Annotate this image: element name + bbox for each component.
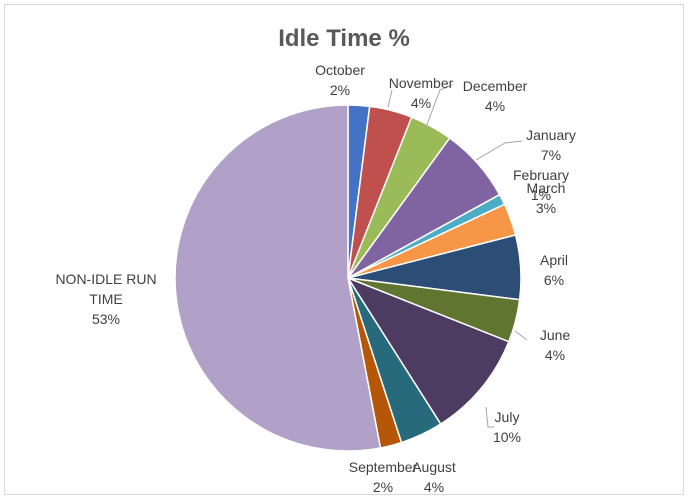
data-label-january: January 7% [526, 127, 576, 163]
data-label-july: July 10% [493, 409, 521, 445]
data-label-april: April 6% [540, 252, 568, 288]
data-label-june: June 4% [540, 327, 571, 363]
leader-line-july [485, 406, 494, 428]
leader-line-june [514, 330, 528, 341]
data-label-february: February 1% [513, 167, 569, 203]
pie-slice-july [346, 276, 510, 426]
data-label-non-idle-run-time: NON-IDLE RUN TIME 53% [55, 271, 156, 327]
data-label-october: October 2% [315, 62, 365, 98]
leader-line-november [387, 89, 393, 108]
data-label-september: September 2% [349, 459, 418, 495]
data-label-december: December 4% [463, 78, 528, 114]
data-label-march: March 3% [527, 180, 566, 216]
data-label-august: August 4% [412, 459, 456, 495]
leader-line-january [475, 140, 523, 161]
data-label-november: November 4% [389, 75, 454, 111]
leader-line-december [424, 84, 453, 131]
chart-title: Idle Time % [278, 25, 410, 52]
pie-slice-non-idle-run-time [174, 104, 382, 452]
